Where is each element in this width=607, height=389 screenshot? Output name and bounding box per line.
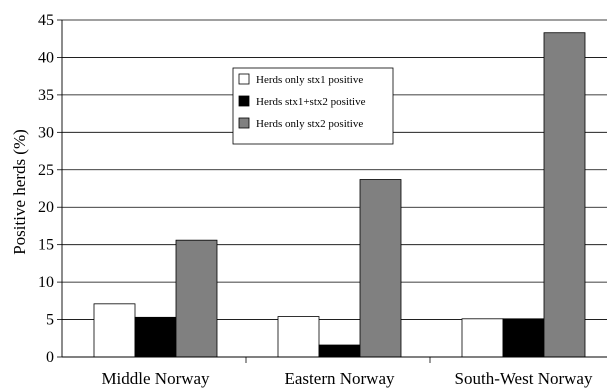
legend-label: Herds only stx1 positive — [256, 74, 363, 86]
y-tick-label: 5 — [46, 312, 54, 329]
legend-swatch — [238, 95, 250, 107]
legend-box — [232, 67, 394, 145]
legend-label: Herds only stx2 positive — [256, 118, 363, 130]
x-category-labels: Middle Norway Eastern Norway South-West No… — [101, 369, 593, 388]
gridlines — [62, 19, 607, 320]
y-tick-labels: 0 5 10 15 20 25 30 35 40 45 — [38, 12, 54, 366]
bar — [502, 318, 545, 358]
legend: Herds only stx1 positive Herds stx1+stx2 … — [232, 67, 394, 145]
x-category-label: Middle Norway — [101, 369, 210, 388]
y-tick-label: 45 — [38, 12, 54, 29]
bar — [461, 318, 504, 358]
legend-swatch — [238, 73, 250, 85]
y-tick-label: 40 — [38, 49, 54, 66]
bar — [277, 316, 320, 358]
bar — [359, 179, 402, 358]
y-tick-label: 30 — [38, 124, 54, 141]
y-tick-label: 20 — [38, 199, 54, 216]
bar — [134, 316, 177, 358]
axes — [57, 19, 607, 363]
x-category-label: Eastern Norway — [285, 369, 395, 388]
y-tick-label: 0 — [46, 349, 54, 366]
bar — [543, 32, 586, 358]
bar — [318, 344, 361, 358]
y-axis-title: Positive herds (%) — [10, 129, 29, 255]
y-tick-label: 35 — [38, 87, 54, 104]
legend-label: Herds stx1+stx2 positive — [256, 96, 366, 108]
y-tick-label: 25 — [38, 162, 54, 179]
y-tick-label: 15 — [38, 237, 54, 254]
bar — [93, 303, 136, 358]
x-category-label: South-West Norway — [455, 369, 593, 388]
bars — [93, 32, 586, 358]
legend-swatch — [238, 117, 250, 129]
y-tick-label: 10 — [38, 274, 54, 291]
bar — [175, 239, 218, 358]
